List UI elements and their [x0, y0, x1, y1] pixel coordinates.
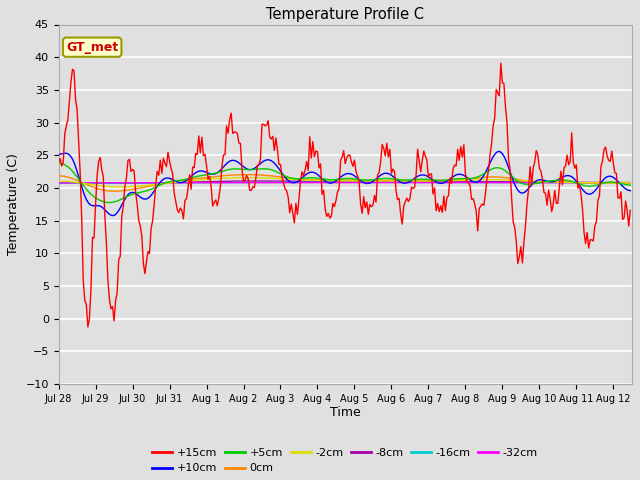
-2cm: [116, 184, 124, 190]
-16cm: [476, 180, 483, 185]
+10cm: [627, 188, 634, 193]
-16cm: [303, 180, 310, 185]
Y-axis label: Temperature (C): Temperature (C): [7, 153, 20, 255]
+10cm: [495, 149, 503, 155]
+10cm: [617, 182, 625, 188]
+15cm: [476, 205, 483, 211]
+15cm: [348, 159, 355, 165]
+5cm: [476, 173, 483, 179]
+10cm: [348, 171, 355, 177]
Line: -2cm: -2cm: [59, 178, 630, 187]
0cm: [477, 175, 484, 180]
Legend: +15cm, +10cm, +5cm, 0cm, -2cm, -8cm, -16cm, -32cm: +15cm, +10cm, +5cm, 0cm, -2cm, -8cm, -16…: [148, 444, 543, 478]
-2cm: [243, 175, 250, 180]
-8cm: [477, 179, 484, 184]
0cm: [349, 177, 356, 183]
0cm: [627, 180, 634, 186]
+5cm: [129, 192, 136, 197]
+5cm: [249, 167, 257, 172]
+10cm: [55, 152, 63, 157]
-8cm: [55, 180, 63, 186]
-32cm: [55, 180, 63, 186]
0cm: [150, 182, 158, 188]
-32cm: [476, 180, 483, 185]
-2cm: [627, 180, 634, 186]
+10cm: [150, 188, 158, 194]
-32cm: [369, 180, 377, 185]
+15cm: [497, 60, 505, 66]
-32cm: [627, 180, 634, 186]
+15cm: [249, 184, 257, 190]
-16cm: [148, 180, 156, 186]
+15cm: [55, 159, 63, 165]
-16cm: [616, 180, 623, 186]
-8cm: [110, 180, 118, 186]
+5cm: [106, 200, 113, 205]
+5cm: [55, 160, 63, 166]
-16cm: [55, 180, 63, 186]
+10cm: [476, 178, 483, 184]
Line: -8cm: -8cm: [59, 181, 630, 183]
0cm: [55, 173, 63, 179]
Line: -16cm: -16cm: [59, 182, 630, 183]
X-axis label: Time: Time: [330, 407, 360, 420]
-8cm: [150, 180, 158, 186]
Line: +15cm: +15cm: [59, 63, 630, 327]
-32cm: [248, 180, 255, 186]
-32cm: [346, 180, 354, 185]
-2cm: [250, 175, 258, 180]
-8cm: [129, 180, 136, 186]
-2cm: [129, 184, 136, 190]
-16cm: [348, 180, 355, 185]
-16cm: [127, 180, 135, 186]
+5cm: [348, 176, 355, 181]
+10cm: [129, 190, 136, 195]
+10cm: [109, 213, 116, 218]
-32cm: [616, 180, 623, 186]
-2cm: [477, 177, 484, 182]
-2cm: [150, 182, 158, 188]
+15cm: [84, 324, 92, 330]
+5cm: [627, 182, 634, 188]
Title: Temperature Profile C: Temperature Profile C: [266, 7, 424, 22]
+5cm: [616, 180, 623, 186]
-16cm: [248, 180, 255, 185]
0cm: [129, 186, 136, 192]
+15cm: [150, 202, 158, 208]
0cm: [244, 172, 252, 178]
Line: +5cm: +5cm: [59, 163, 630, 203]
-16cm: [627, 180, 634, 186]
+15cm: [627, 207, 634, 213]
-8cm: [249, 178, 257, 184]
Line: 0cm: 0cm: [59, 175, 630, 191]
+15cm: [129, 167, 136, 172]
-8cm: [627, 180, 634, 185]
-8cm: [349, 179, 356, 185]
Line: +10cm: +10cm: [59, 152, 630, 216]
0cm: [250, 172, 258, 178]
-2cm: [617, 180, 625, 186]
+5cm: [150, 185, 158, 191]
-2cm: [55, 178, 63, 184]
-32cm: [148, 180, 156, 186]
0cm: [617, 180, 625, 186]
-8cm: [617, 180, 625, 185]
Text: GT_met: GT_met: [66, 41, 118, 54]
+15cm: [617, 189, 625, 195]
-8cm: [255, 178, 263, 184]
-2cm: [349, 178, 356, 184]
0cm: [110, 188, 118, 194]
-32cm: [127, 180, 135, 186]
+10cm: [249, 166, 257, 172]
